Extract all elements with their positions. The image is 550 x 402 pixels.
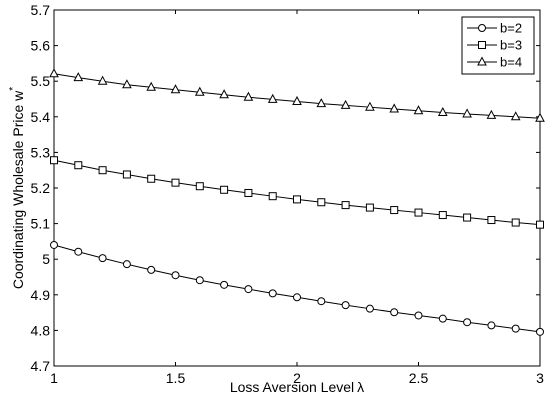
data-point [438,314,447,323]
data-point [98,254,107,263]
data-point [74,161,83,170]
data-point [50,240,58,249]
data-point [49,68,59,78]
legend-label: b=3 [500,38,522,53]
legend-marker [477,56,487,66]
data-point [316,98,327,108]
x-tick-label: 2 [293,370,301,386]
legend-label: b=4 [500,55,522,70]
data-point [317,297,326,306]
legend: b=2 b=3 b=4 [461,16,535,75]
y-tick-label: 5.6 [31,38,51,54]
data-point [195,276,204,285]
y-tick-label: 5.7 [31,2,51,18]
data-point [122,170,131,179]
data-point [487,321,496,330]
legend-label: b=2 [500,21,522,36]
data-point [147,265,156,274]
y-axis-title: Coordinating Wholesale Price w* [8,87,26,289]
data-point [147,174,156,183]
data-point [293,293,301,302]
data-point [511,324,520,333]
series-b=4 [49,68,545,122]
data-point [195,182,204,191]
data-point [146,81,157,91]
plot-area [53,9,541,367]
y-tick-label: 5.5 [31,73,51,89]
data-point [341,201,350,210]
data-point [171,271,180,280]
data-point [122,79,132,89]
data-point [389,103,400,113]
data-point [244,285,253,294]
x-tick-label: 2.5 [409,370,429,386]
y-tick-label: 5.1 [31,216,51,232]
data-point [268,192,277,201]
data-point [438,211,447,220]
data-point [414,311,423,320]
y-tick-label: 5.4 [31,109,51,125]
data-point [390,308,399,317]
data-point [73,72,84,82]
data-point [98,166,107,175]
data-point [510,111,521,121]
data-point [463,318,472,327]
data-point [365,304,374,313]
legend-marker [478,41,486,49]
x-tick-label: 1.5 [166,370,186,386]
legend-item: b=2 [467,21,522,36]
series-b=2 [50,240,544,336]
data-point [341,301,350,310]
data-point [511,218,520,227]
x-axis-title: Loss Aversion Level λ [230,379,364,395]
y-tick-label: 5.2 [31,180,51,196]
data-point [536,220,544,229]
data-point [220,280,229,289]
data-point [268,289,277,298]
y-tick-label: 5 [42,251,50,267]
data-point [244,188,253,197]
data-point [293,195,301,204]
y-tick-label: 4.8 [31,322,51,338]
y-tick-labels: 4.7 4.8 4.9 5 5.1 5.2 5.3 5.4 5.5 5.6 5.7 [31,2,51,374]
data-point [170,84,181,94]
data-point [194,86,205,96]
data-point [365,203,374,212]
y-tick-label: 5.3 [31,144,51,160]
data-point [365,101,375,111]
data-point [463,213,472,222]
x-tick-label: 3 [536,370,544,386]
data-point [97,75,108,85]
data-point [340,99,351,109]
data-point [487,216,496,225]
x-tick-label: 1 [50,370,58,386]
data-point [414,208,423,217]
data-point [243,91,254,101]
data-point [535,112,545,122]
y-tick-label: 4.9 [31,287,51,303]
data-point [413,105,424,115]
data-point [486,109,497,119]
y-tick-label: 4.7 [31,358,51,374]
data-point [220,185,229,194]
data-point [267,93,278,103]
data-point [317,198,326,207]
data-point [536,327,544,336]
data-point [462,108,472,118]
series-b=3 [50,156,544,229]
data-point [219,89,229,99]
data-point [74,247,83,256]
legend-item: b=4 [467,55,522,70]
legend-item: b=3 [467,38,522,53]
data-point [390,206,399,215]
data-point [437,106,448,117]
legend-marker [478,24,486,32]
data-point [292,95,302,105]
x-tick-labels: 1 1.5 2 2.5 3 [50,370,544,386]
data-point [122,260,131,269]
series-layer [49,68,545,336]
data-point [171,178,180,187]
data-point [50,156,58,165]
